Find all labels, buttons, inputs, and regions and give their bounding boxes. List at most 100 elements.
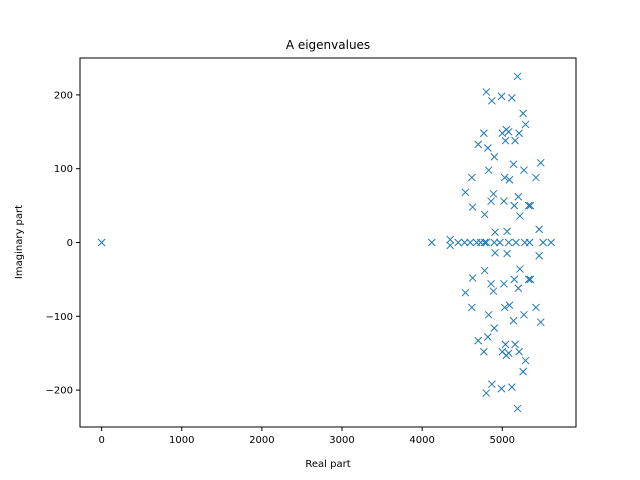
data-point [514,192,523,201]
data-point [461,188,470,197]
data-point [487,279,495,288]
data-point [467,173,476,182]
data-point [505,301,514,310]
data-point [496,238,504,247]
data-point [500,279,508,288]
data-point [504,127,513,136]
data-point [482,389,491,397]
data-point [513,404,522,413]
y-tick-label: 200 [54,90,73,101]
data-point [488,380,496,389]
data-point [520,166,528,175]
y-tick-label: 0 [67,238,73,249]
data-point [516,265,524,273]
data-point [508,93,516,102]
data-point [505,175,514,184]
data-point [468,203,477,211]
data-point [479,347,488,356]
data-point [461,288,470,297]
data-point [532,303,540,312]
data-point [427,238,436,247]
data-point [480,238,489,247]
x-tick-label: 3000 [329,435,354,446]
data-point [525,238,534,247]
data-point [489,189,498,198]
data-point [515,347,523,356]
data-point [491,248,499,257]
data-point [524,275,533,284]
data-point [497,384,506,393]
data-point [480,266,489,275]
data-point [446,241,455,250]
data-point [535,251,543,260]
data-point [503,249,511,258]
data-point [509,160,518,169]
data-point [480,210,489,219]
data-point [521,356,530,365]
x-axis-label: Real part [305,459,350,470]
data-point [97,238,106,247]
x-tick-label: 0 [98,435,104,446]
data-point [515,129,523,138]
data-point [532,173,540,182]
data-point [491,228,499,237]
data-point [487,197,495,206]
y-tick-label: −100 [46,312,73,323]
data-point [500,303,509,312]
data-point [484,144,492,152]
data-point [482,88,491,96]
y-axis-label: Imaginary part [14,205,25,279]
data-point [454,238,463,247]
data-point [511,340,519,349]
data-point [512,238,520,247]
data-point [514,284,523,293]
data-point [482,238,491,247]
data-point [510,201,519,210]
data-point [484,310,493,319]
data-point [484,333,492,341]
chart-title: A eigenvalues [286,38,370,52]
data-point [497,92,506,101]
x-tick-label: 5000 [490,435,515,446]
data-point [500,197,508,206]
data-point [536,318,545,327]
data-point [446,235,455,244]
data-point [520,310,528,319]
data-point [490,324,499,332]
y-axis: −200 −100 0 100 200 [46,90,80,397]
y-tick-label: 100 [54,164,73,175]
data-point [511,136,519,145]
x-axis: 0 1000 2000 3000 4000 5000 [98,427,515,446]
data-point [484,166,493,175]
data-point [513,72,522,81]
y-tick-label: −200 [46,386,73,397]
plot-frame [79,57,577,428]
data-point [526,275,535,284]
data-point [539,238,548,247]
data-point [504,238,513,247]
data-point [547,238,556,247]
data-point [460,238,469,247]
data-point [509,316,518,325]
data-point [503,227,511,236]
x-tick-label: 4000 [409,435,434,446]
data-point [488,96,496,105]
data-point [516,212,524,220]
x-tick-label: 2000 [249,435,274,446]
data-point [536,158,545,167]
data-point [519,367,527,376]
data-point [500,173,509,182]
data-point [489,287,498,296]
data-point [526,201,535,210]
plot-area [97,72,556,413]
data-point [501,340,510,349]
data-point [468,274,477,282]
data-point [466,238,475,247]
data-point [479,129,488,138]
data-point [535,225,543,234]
data-point [510,275,519,284]
data-point [519,109,527,118]
data-point [501,136,510,145]
